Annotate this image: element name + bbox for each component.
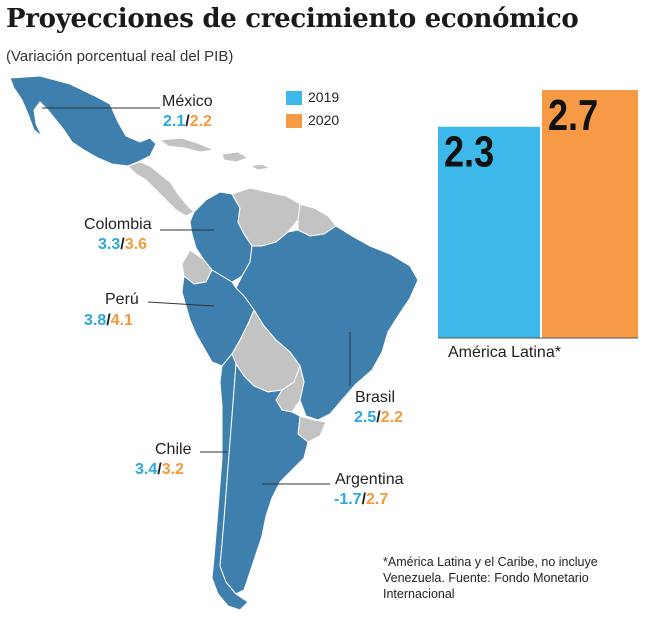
footnote-line-2: Venezuela. Fuente: Fondo Monetario (383, 571, 589, 585)
label-argentina: Argentina (335, 471, 404, 488)
map-central-america (127, 161, 195, 217)
legend-swatch-2019 (286, 91, 302, 105)
label-peru: Perú (105, 291, 139, 308)
values-mexico: 2.1/2.2 (163, 113, 212, 131)
footnote-line-3: Internacional (383, 587, 455, 601)
pointer-peru (147, 301, 215, 307)
latin-america-map (9, 75, 419, 611)
bar-value-label-2019: 2.3 (444, 127, 494, 176)
footnote-line-1: *América Latina y el Caribe, no incluye (383, 555, 598, 569)
value-mexico-2019: 2.1 (163, 113, 186, 130)
map-country-argentina (219, 362, 309, 595)
values-brasil: 2.5/2.2 (354, 409, 403, 427)
value-peru-2020: 4.1 (110, 312, 133, 329)
bar-2020 (542, 90, 638, 338)
slash-separator: / (120, 236, 125, 253)
chart-subtitle: (Variación porcentual real del PIB) (6, 48, 234, 65)
label-colombia: Colombia (84, 216, 152, 233)
value-argentina-2020: 2.7 (366, 491, 389, 508)
slash-separator: / (361, 491, 367, 508)
bar-chart-category-label: América Latina* (448, 344, 561, 361)
value-chile-2020: 3.2 (161, 461, 184, 478)
bar-2019 (438, 126, 540, 338)
values-peru: 3.8/4.1 (84, 312, 133, 330)
slash-separator: / (185, 113, 190, 130)
value-colombia-2020: 3.6 (124, 236, 147, 253)
footnote: *América Latina y el Caribe, no incluye … (383, 554, 643, 602)
value-chile-2019: 3.4 (135, 461, 158, 478)
slash-separator: / (157, 461, 162, 478)
value-peru-2019: 3.8 (84, 312, 107, 329)
value-argentina-2019: -1.7 (334, 491, 362, 508)
label-chile: Chile (155, 441, 192, 458)
bar-value-label-2020: 2.7 (548, 91, 598, 140)
legend-swatch-2020 (286, 114, 302, 128)
legend-label-2020: 2020 (308, 112, 340, 128)
values-colombia: 3.3/3.6 (98, 236, 147, 254)
value-brasil-2019: 2.5 (354, 409, 377, 426)
values-chile: 3.4/3.2 (135, 461, 184, 479)
label-brasil: Brasil (355, 389, 396, 406)
legend-label-2019: 2019 (308, 89, 340, 105)
chart-title: Proyecciones de crecimiento económico (6, 4, 579, 34)
values-argentina: -1.7/2.7 (334, 491, 388, 509)
label-mexico: México (162, 93, 213, 110)
map-country-mexico (9, 75, 157, 167)
slash-separator: / (106, 312, 111, 329)
map-caribbean-islands (158, 137, 272, 171)
value-mexico-2020: 2.2 (189, 113, 212, 130)
latin-america-bar-chart: 2.3 2.7 (438, 90, 638, 339)
slash-separator: / (376, 409, 381, 426)
value-brasil-2020: 2.2 (380, 409, 403, 426)
value-colombia-2019: 3.3 (98, 236, 121, 253)
